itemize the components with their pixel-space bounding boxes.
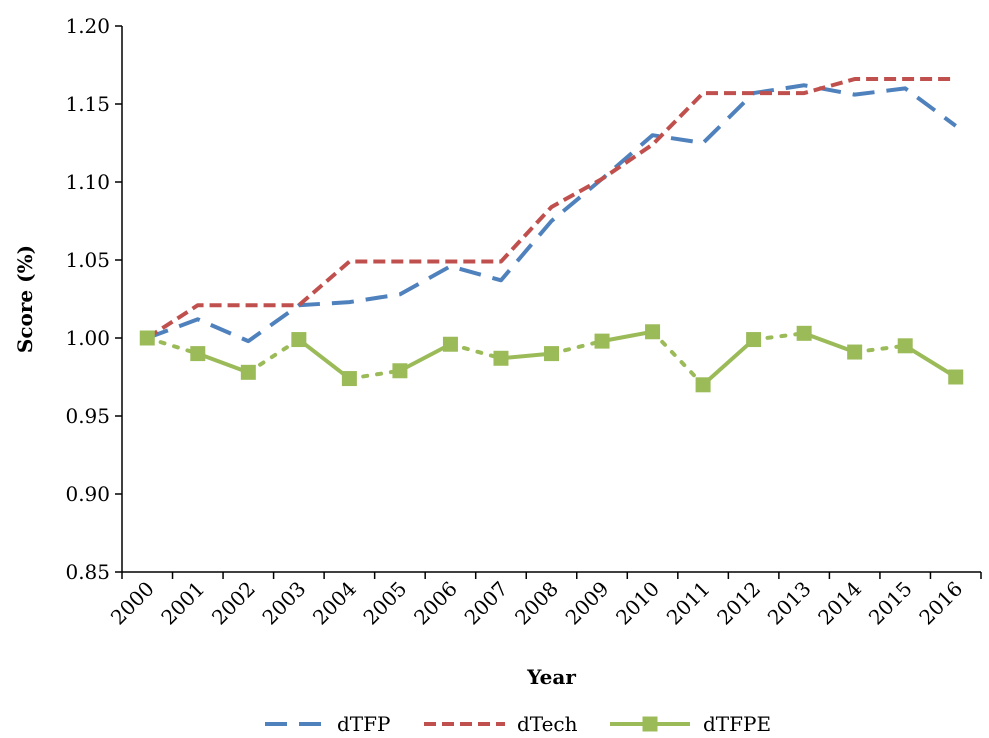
x-tick-label: 2009 (561, 577, 614, 630)
data-point-dtfpe (544, 346, 559, 362)
x-tick-label: 2006 (409, 577, 462, 630)
data-point-dtfpe (645, 324, 661, 340)
data-point-dtfpe (847, 344, 863, 360)
y-tick-label: 1.10 (65, 170, 110, 194)
legend-marker-dtfpe (642, 716, 658, 732)
data-point-dtfpe (442, 336, 458, 352)
data-point-dtfpe (493, 350, 509, 366)
legend-label-dtfpe: dTFPE (703, 712, 771, 736)
series-segment-dtfpe (852, 343, 908, 355)
series-segment-dtfpe (600, 329, 655, 344)
data-point-dtfpe (392, 363, 408, 379)
legend-item-dtech: dTech (424, 712, 578, 736)
data-point-dtfpe (796, 325, 812, 341)
series-line-dtfp (146, 83, 957, 344)
x-axis-ticks: 2000200120022003200420052006200720082009… (106, 572, 982, 630)
data-point-dtfpe (341, 371, 357, 387)
legend-label-dtfp: dTFP (337, 712, 390, 736)
series-segment-dtfpe (296, 337, 352, 381)
x-tick-label: 2001 (156, 577, 209, 630)
data-point-dtfpe (695, 377, 711, 393)
x-tick-label: 2016 (914, 577, 967, 630)
x-axis-title: Year (526, 665, 576, 689)
legend-item-dtfpe: dTFPE (610, 712, 771, 736)
y-tick-label: 1.00 (65, 326, 110, 350)
data-point-dtfpe (594, 333, 610, 349)
legend-label-dtech: dTech (517, 712, 578, 736)
legend: dTFP dTech dTFPE (265, 712, 771, 736)
x-tick-label: 2011 (662, 577, 715, 630)
series-layer (139, 77, 964, 393)
axes (121, 26, 981, 573)
x-tick-label: 2010 (611, 577, 664, 630)
x-tick-label: 2000 (106, 577, 159, 630)
series-segment-dtfpe (397, 342, 453, 373)
series-segment-dtfpe (195, 351, 251, 375)
x-tick-label: 2013 (763, 577, 816, 630)
data-point-dtfpe (139, 330, 155, 346)
series-segment-dtfpe (498, 351, 554, 361)
y-axis-ticks: 0.85 0.90 0.95 1.00 1.05 1.10 1.15 1.20 (65, 14, 122, 584)
x-tick-label: 2002 (207, 577, 260, 630)
series-segment-dtfpe (751, 331, 807, 342)
series-segment-dtfpe (701, 337, 756, 387)
data-point-dtfpe (746, 332, 762, 348)
legend-item-dtfp: dTFP (265, 712, 390, 736)
y-tick-label: 0.90 (65, 482, 110, 506)
series-segment-dtfpe (650, 329, 706, 387)
data-point-dtfpe (291, 332, 307, 348)
y-tick-label: 1.20 (65, 14, 110, 38)
x-tick-label: 2003 (257, 577, 310, 630)
x-tick-label: 2008 (510, 577, 563, 630)
data-point-dtfpe (948, 369, 964, 385)
series-segment-dtfpe (802, 331, 857, 355)
series-line-dtech (146, 77, 956, 340)
data-point-dtfpe (190, 346, 206, 362)
data-point-dtfpe (897, 338, 913, 354)
x-tick-label: 2012 (712, 577, 765, 630)
series-segment-dtfpe (549, 339, 605, 356)
series-segment-dtfpe (903, 343, 958, 379)
x-tick-label: 2014 (813, 577, 866, 630)
y-tick-label: 0.85 (65, 560, 110, 584)
data-point-dtfpe (240, 364, 256, 380)
series-segment-dtfpe (145, 336, 200, 356)
x-tick-label: 2007 (460, 577, 513, 630)
x-tick-label: 2015 (864, 577, 917, 630)
series-segment-dtfpe (448, 342, 503, 361)
y-tick-label: 1.15 (65, 92, 110, 116)
x-tick-label: 2005 (358, 577, 411, 630)
series-segment-dtfpe (347, 368, 402, 381)
y-tick-label: 0.95 (65, 404, 110, 428)
y-tick-label: 1.05 (65, 248, 110, 272)
series-segment-dtfpe (246, 337, 301, 375)
x-tick-label: 2004 (308, 577, 361, 630)
y-axis-title: Score (%) (13, 245, 37, 353)
